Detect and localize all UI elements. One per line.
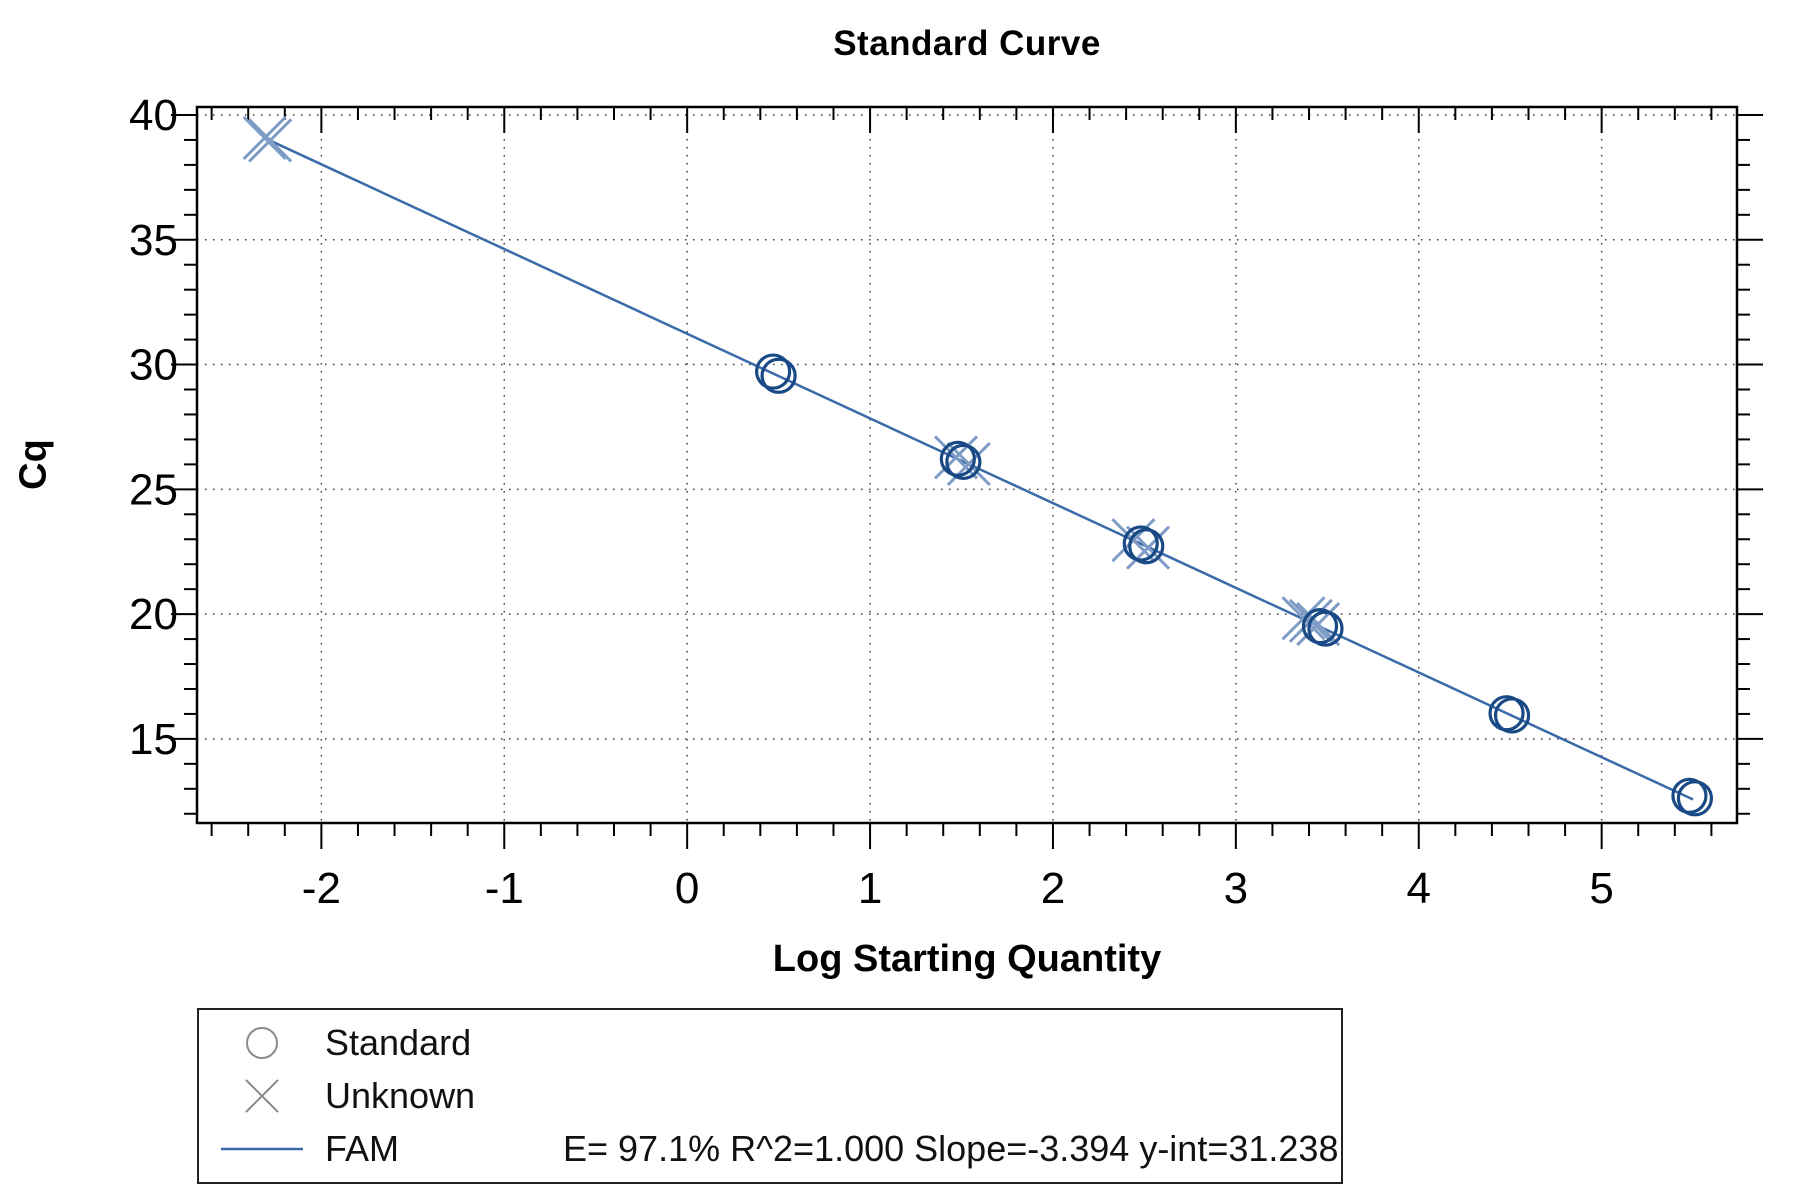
- legend-label-unknown: Unknown: [325, 1074, 476, 1116]
- legend-row-standard: Standard: [199, 1017, 1341, 1069]
- x-axis-title: Log Starting Quantity: [772, 938, 1162, 980]
- standard-point[interactable]: [939, 440, 976, 477]
- y-tick-label: 30: [129, 341, 178, 390]
- standard-point[interactable]: [945, 443, 982, 480]
- legend-label-standard: Standard: [325, 1021, 472, 1063]
- x-tick-label: 0: [675, 864, 699, 913]
- y-tick-label: 15: [129, 715, 178, 764]
- legend-row-fam: FAM E= 97.1% R^2=1.000 Slope=-3.394 y-in…: [199, 1123, 1341, 1175]
- standard-point[interactable]: [1128, 528, 1165, 565]
- x-tick-label: 4: [1407, 864, 1431, 913]
- x-tick-label: -1: [485, 864, 524, 913]
- x-tick-label: 1: [858, 864, 882, 913]
- fam-line-icon: [199, 1144, 325, 1154]
- standard-point[interactable]: [1493, 697, 1531, 734]
- x-tick-label: 3: [1224, 864, 1248, 913]
- unknown-point[interactable]: [248, 118, 293, 163]
- standard-point[interactable]: [1676, 780, 1714, 817]
- legend-label-fam: FAM: [325, 1128, 400, 1170]
- y-tick-label: 20: [129, 590, 178, 639]
- standard-point[interactable]: [760, 357, 797, 394]
- legend-row-unknown: Unknown: [199, 1070, 1341, 1122]
- standard-point[interactable]: [755, 353, 792, 390]
- unknown-point[interactable]: [1111, 518, 1156, 563]
- standard-circle-icon: [199, 1021, 325, 1065]
- chart-title: Standard Curve: [833, 24, 1101, 63]
- x-tick-label: -2: [302, 864, 341, 913]
- unknown-x-icon: [199, 1074, 325, 1118]
- standard-point[interactable]: [1122, 525, 1159, 562]
- legend-fam-stats: E= 97.1% R^2=1.000 Slope=-3.394 y-int=31…: [563, 1128, 1339, 1170]
- y-tick-label: 40: [129, 91, 178, 140]
- x-tick-label: 2: [1041, 864, 1065, 913]
- x-tick-label: 5: [1589, 864, 1613, 913]
- unknown-point[interactable]: [242, 115, 287, 161]
- y-tick-label: 35: [129, 216, 178, 265]
- y-tick-label: 25: [129, 465, 178, 514]
- legend: Standard Unknown FAM E= 97.1% R^2=1.000 …: [197, 1008, 1343, 1184]
- unknown-point[interactable]: [1281, 596, 1326, 641]
- y-axis-title: Cq: [12, 439, 55, 490]
- standard-point[interactable]: [1307, 610, 1344, 647]
- unknown-point[interactable]: [946, 441, 991, 486]
